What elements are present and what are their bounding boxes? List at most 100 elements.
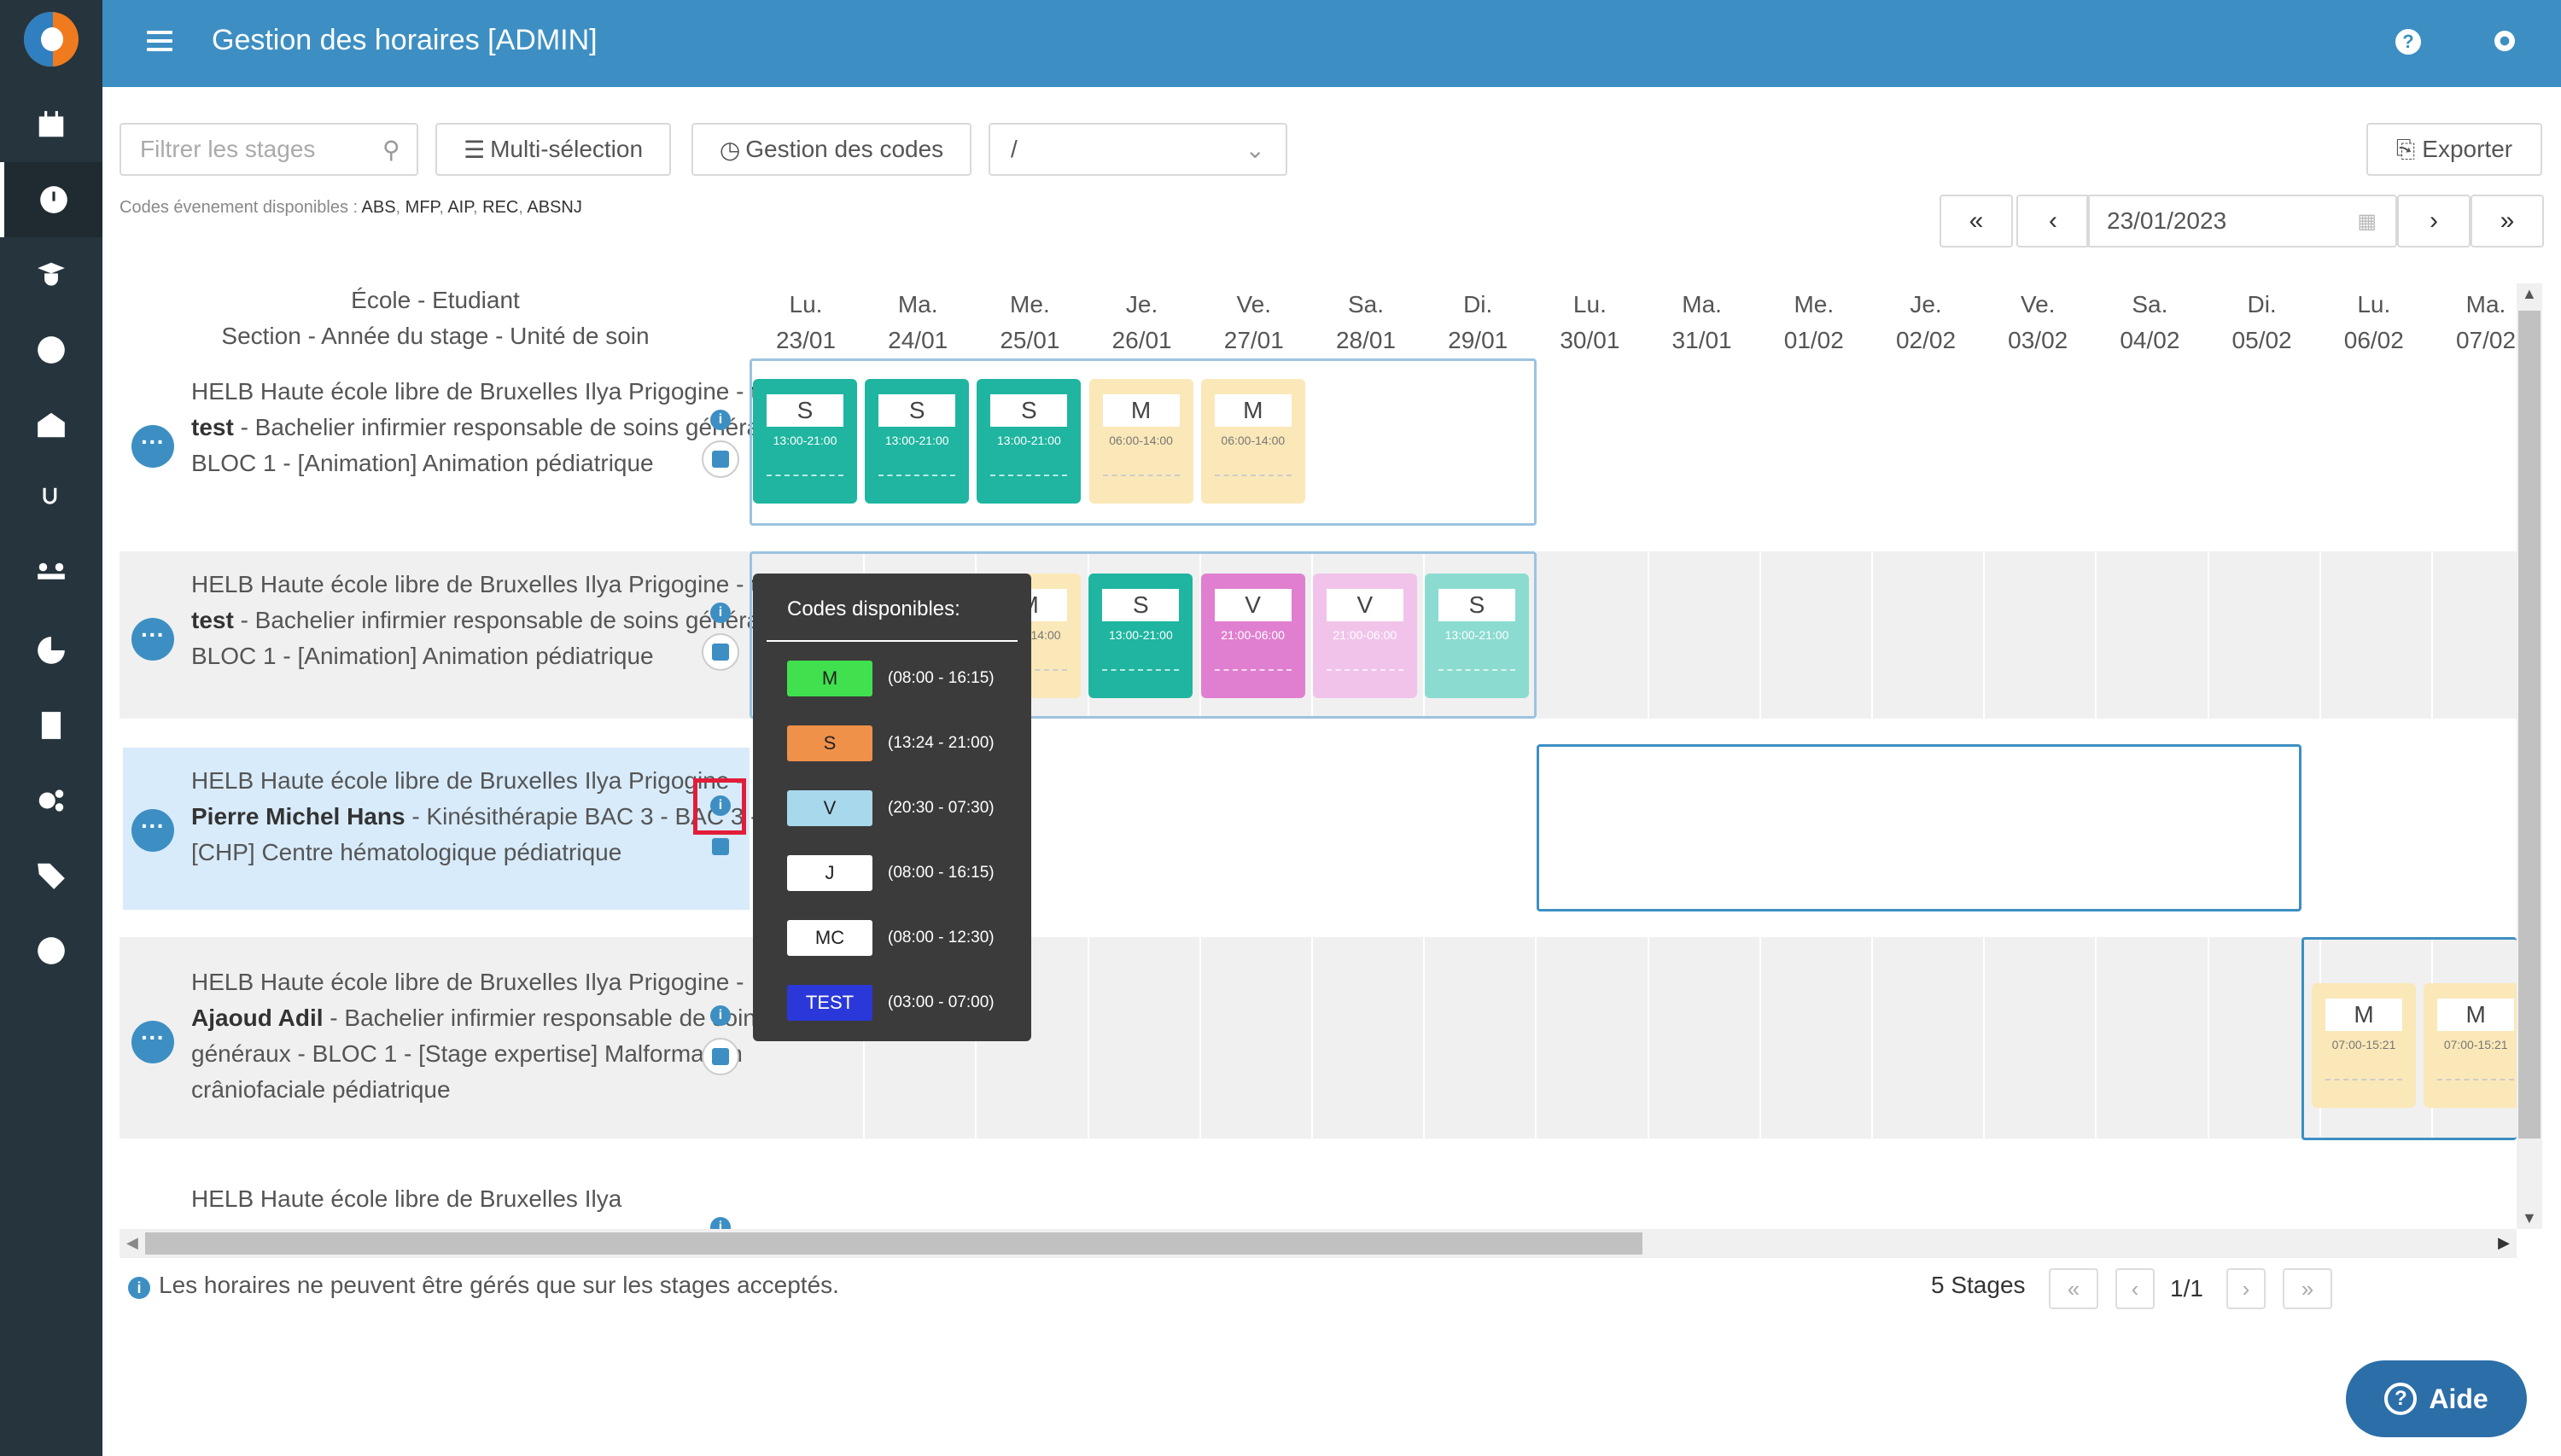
event-codes-line: Codes évenement disponibles : ABS, MFP, … (120, 198, 582, 217)
code-option[interactable]: M (08:00 - 16:15) (787, 661, 1026, 696)
export-icon: ⎘ (2395, 135, 2416, 162)
next-page-button[interactable]: › (2226, 1268, 2266, 1309)
stethoscope-icon[interactable] (0, 463, 102, 538)
code-option[interactable]: J (08:00 - 16:15) (787, 855, 1026, 891)
top-bar: Gestion des horaires [ADMIN] ? (102, 0, 2561, 87)
code-option[interactable]: MC (08:00 - 12:30) (787, 920, 1026, 956)
id-card-icon[interactable] (0, 688, 102, 763)
day-name: Sa. (2132, 291, 2168, 317)
table-row[interactable] (120, 746, 2517, 910)
info-icon[interactable]: i (710, 795, 731, 816)
event-code: ABSNJ (527, 198, 582, 217)
chevron-down-icon: ⌄ (1245, 136, 1265, 163)
table-row[interactable] (120, 937, 2517, 1139)
settings-icon[interactable] (2491, 27, 2517, 53)
graduate-icon[interactable] (0, 237, 102, 312)
header-col-school: École - Etudiant (351, 287, 520, 313)
help-icon[interactable]: ? (2395, 29, 2421, 55)
info-icon[interactable] (0, 913, 102, 988)
row-actions-button[interactable]: ··· (131, 425, 174, 468)
scroll-thumb[interactable] (145, 1232, 1642, 1255)
gears-icon[interactable] (0, 763, 102, 838)
clock-icon[interactable] (0, 162, 102, 237)
row-5: HELB Haute école libre de Bruxelles Ilya… (120, 1157, 2517, 1229)
app-logo[interactable] (24, 12, 79, 67)
shift-cell[interactable]: S 13:00-21:00 (753, 379, 857, 504)
pie-chart-icon[interactable] (0, 613, 102, 688)
prev-page-button[interactable]: ‹ (2115, 1268, 2155, 1309)
day-header: Di. 29/01 (1422, 287, 1533, 358)
scroll-thumb[interactable] (2518, 311, 2541, 1139)
calendar-check-icon[interactable] (702, 440, 739, 478)
shift-cell[interactable]: S 13:00-21:00 (865, 379, 970, 504)
shift-cell[interactable]: S 13:00-21:00 (977, 379, 1082, 504)
shift-cell[interactable]: M 06:00-14:00 (1088, 379, 1193, 504)
row-actions-button[interactable]: ··· (131, 809, 174, 852)
last-week-button[interactable]: » (2471, 195, 2544, 248)
next-week-button[interactable]: › (2397, 195, 2471, 248)
code-option[interactable]: V (20:30 - 07:30) (787, 790, 1026, 826)
first-page-button[interactable]: « (2049, 1268, 2098, 1309)
day-header: Me. 25/01 (974, 287, 1085, 358)
calendar-check-icon[interactable] (702, 1038, 739, 1075)
event-code: MFP (405, 198, 440, 217)
path-select[interactable]: / ⌄ (989, 123, 1287, 176)
hospital-icon[interactable] (0, 387, 102, 463)
calendar-check-icon[interactable] (702, 633, 739, 671)
code-option[interactable]: TEST (03:00 - 07:00) (787, 985, 1026, 1021)
day-name: Ve. (2020, 291, 2056, 317)
shift-cell[interactable]: V 21:00-06:00 (1312, 574, 1417, 698)
menu-icon[interactable] (147, 31, 172, 51)
shift-hours: 07:00-15:21 (2443, 1038, 2508, 1051)
smile-icon[interactable] (0, 312, 102, 387)
popup-title: Codes disponibles: (787, 597, 960, 620)
filter-input[interactable]: Filtrer les stages ⚲ (120, 123, 418, 176)
day-header: Ma. 31/01 (1647, 287, 1758, 358)
day-header: Di. 05/02 (2207, 287, 2318, 358)
calendar-icon[interactable] (0, 87, 102, 162)
day-name: Lu. (789, 291, 823, 317)
info-icon[interactable]: i (710, 1217, 731, 1229)
event-code: ABS (361, 198, 396, 217)
row-label: HELB Haute école libre de Bruxelles Ilya (191, 1185, 622, 1212)
header-col-section: Section - Année du stage - Unité de soin (221, 323, 650, 349)
manage-codes-button[interactable]: ◷ Gestion des codes (691, 123, 971, 176)
people-icon[interactable] (0, 538, 102, 613)
table-row[interactable] (120, 1157, 2517, 1229)
last-page-button[interactable]: » (2283, 1268, 2332, 1309)
shift-code: S (878, 394, 956, 427)
row-actions-button[interactable]: ··· (131, 618, 174, 661)
export-button[interactable]: ⎘ Exporter (2366, 123, 2542, 176)
aide-button[interactable]: ? Aide (2346, 1360, 2527, 1437)
info-icon[interactable]: i (710, 603, 731, 623)
day-date: 03/02 (2008, 327, 2068, 353)
day-date: 31/01 (1671, 327, 1732, 353)
info-icon[interactable]: i (710, 410, 731, 430)
row-actions-button[interactable]: ··· (131, 1021, 174, 1063)
prev-week-button[interactable]: ‹ (2016, 195, 2090, 248)
code-option[interactable]: S (13:24 - 21:00) (787, 725, 1026, 761)
shift-cell[interactable]: V 21:00-06:00 (1200, 574, 1305, 698)
table-row[interactable] (120, 357, 2517, 538)
stages-count: 5 Stages (1931, 1272, 2026, 1298)
row-3: ··· HELB Haute école libre de Bruxelles … (120, 746, 2517, 908)
shift-cell[interactable]: S 13:00-21:00 (1088, 574, 1193, 698)
shift-hours: 13:00-21:00 (997, 434, 1061, 447)
calendar-check-icon[interactable] (702, 828, 739, 865)
multi-select-button[interactable]: ☰ Multi-sélection (435, 123, 671, 176)
shift-cell[interactable]: S 13:00-21:00 (1425, 574, 1529, 698)
event-code: REC (482, 198, 519, 217)
horizontal-scrollbar[interactable]: ◀ ▶ (120, 1229, 2517, 1258)
date-input[interactable]: 23/01/2023 ▦ (2086, 195, 2397, 248)
shift-cell[interactable]: M 07:00-15:21 (2424, 983, 2529, 1108)
shift-hours: 13:00-21:00 (884, 434, 949, 447)
tags-icon[interactable] (0, 838, 102, 913)
info-icon[interactable]: i (710, 1005, 731, 1026)
vertical-scrollbar[interactable]: ▲ ▼ (2517, 283, 2542, 1229)
first-week-button[interactable]: « (1940, 195, 2013, 248)
shift-cell[interactable]: M 07:00-15:21 (2312, 983, 2416, 1108)
aide-label: Aide (2429, 1383, 2488, 1414)
day-name: Ma. (897, 291, 938, 317)
day-date: 25/01 (1000, 327, 1060, 353)
shift-cell[interactable]: M 06:00-14:00 (1200, 379, 1305, 504)
